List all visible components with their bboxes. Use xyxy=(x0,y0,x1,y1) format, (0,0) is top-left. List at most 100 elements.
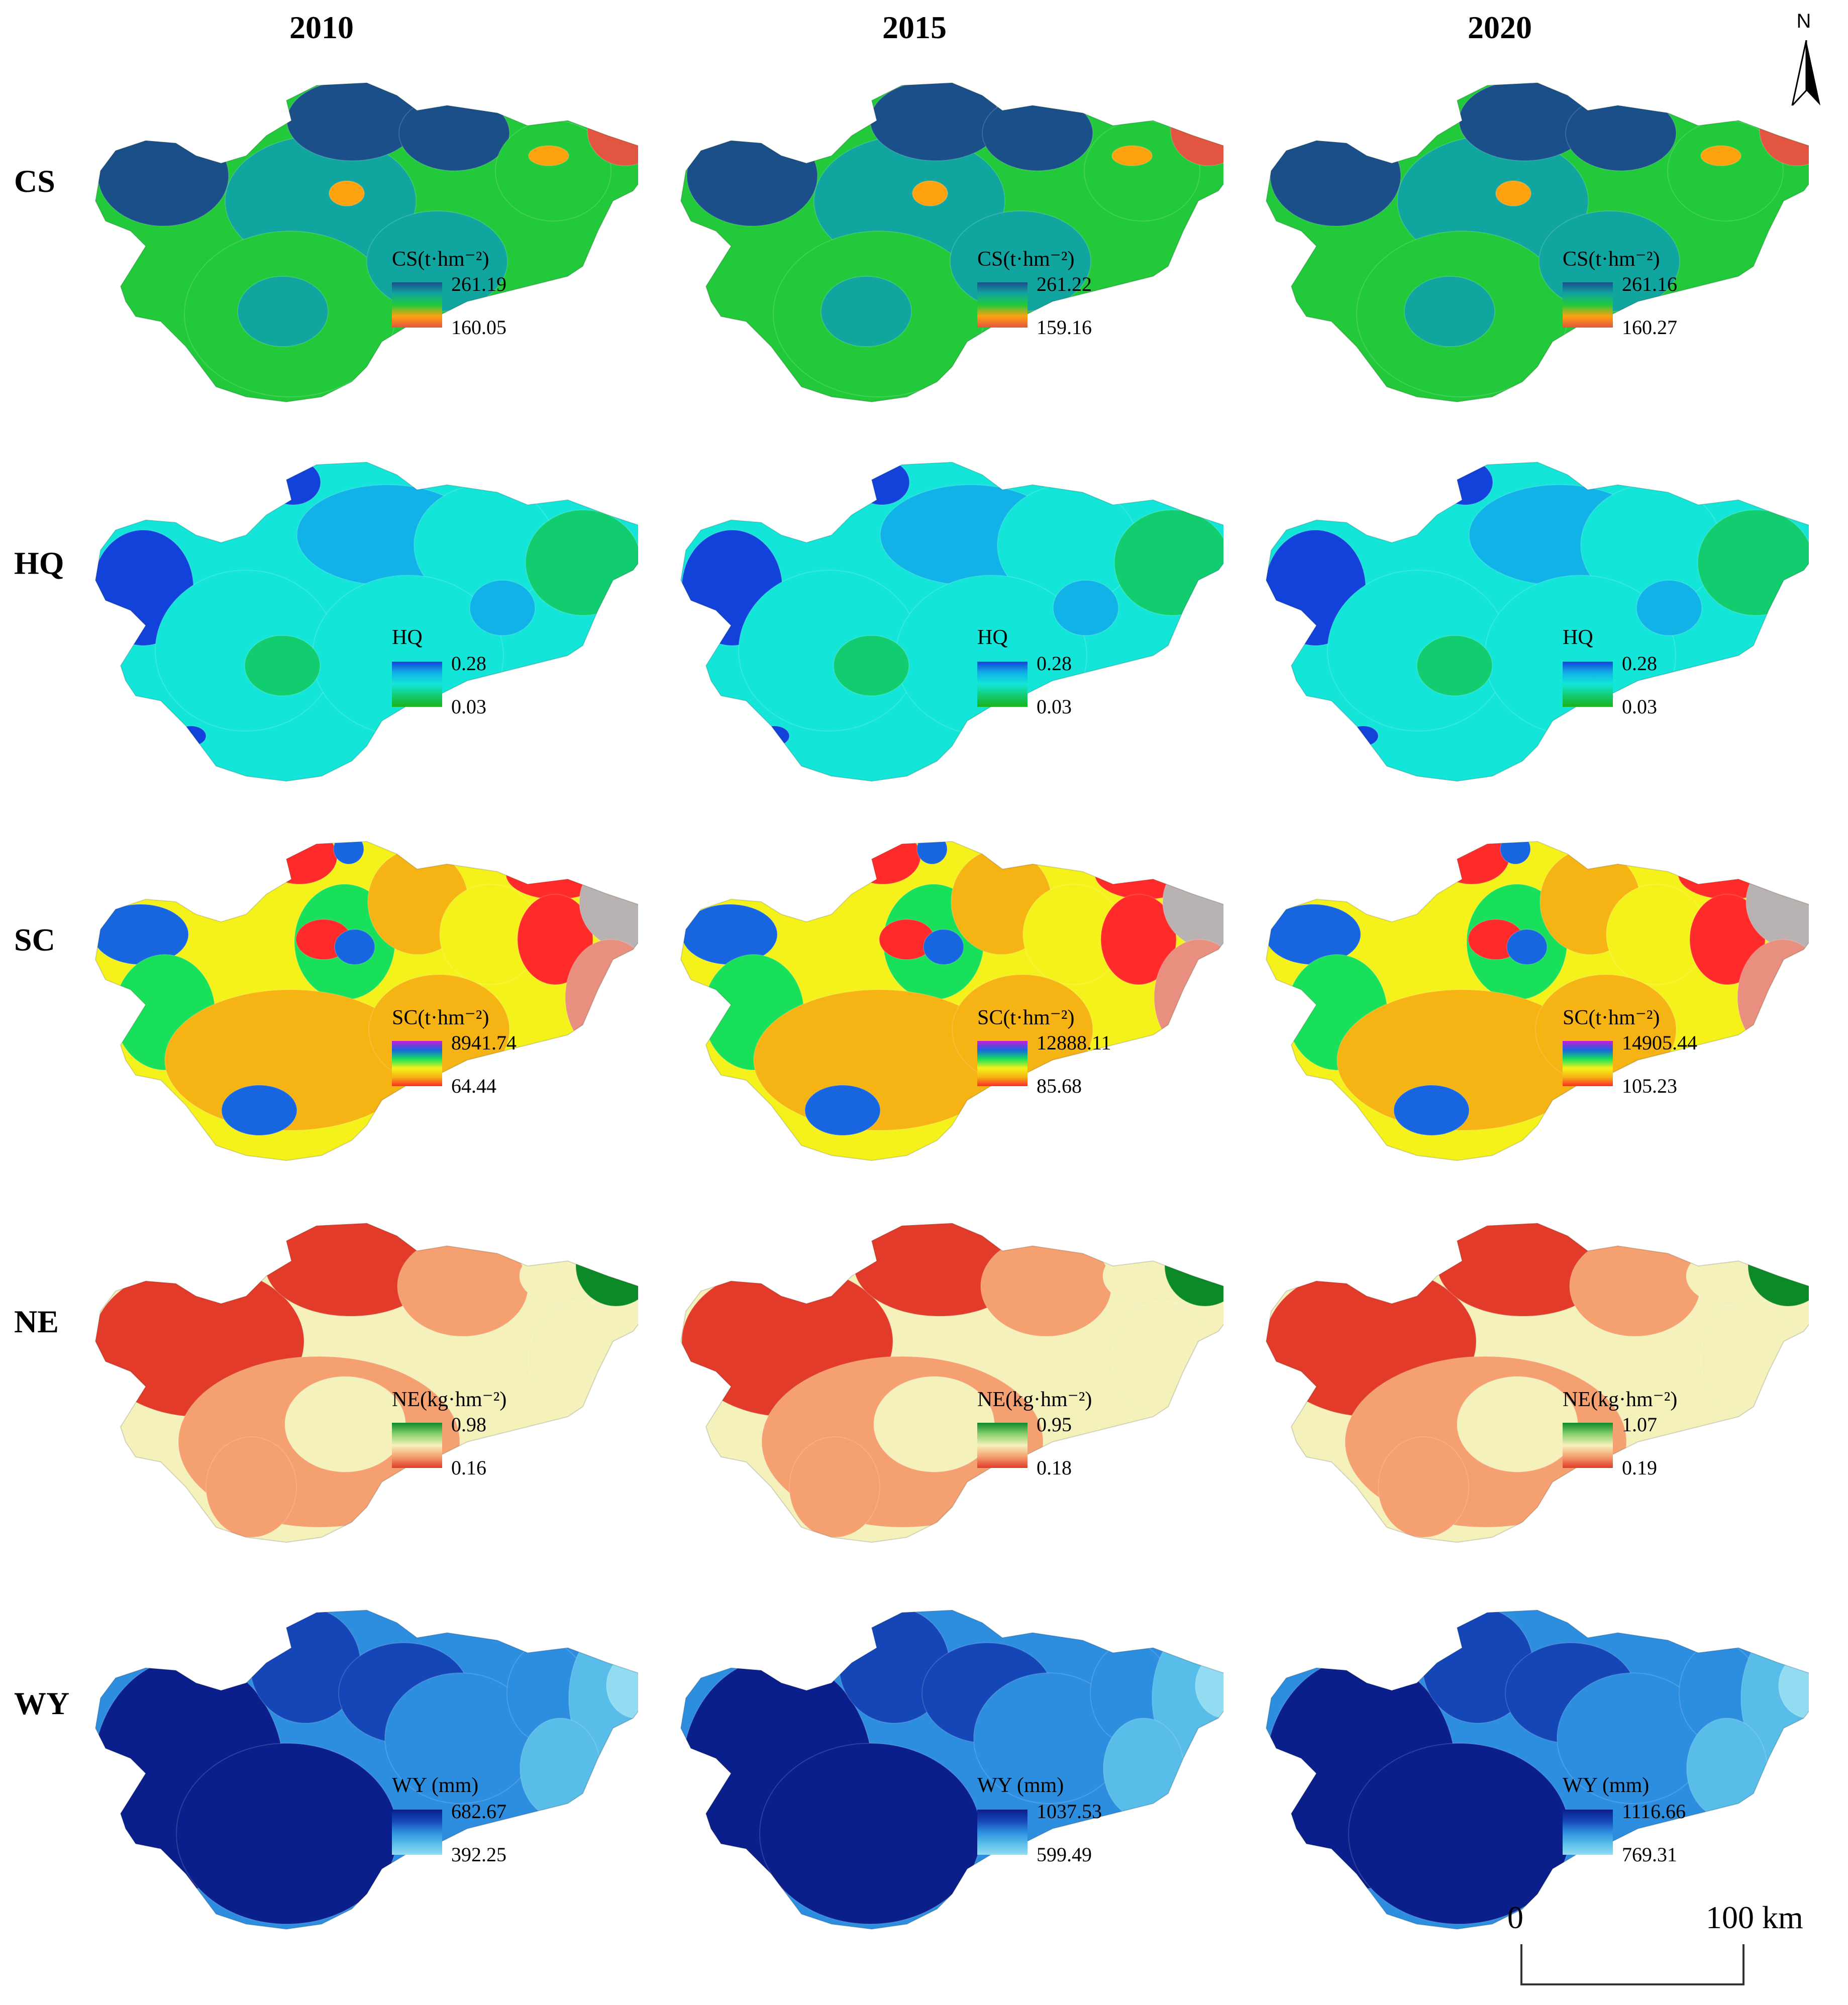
map-subregion xyxy=(1100,894,1177,985)
legend-max-value: 261.16 xyxy=(1622,273,1677,295)
map-subregion xyxy=(469,580,536,636)
choropleth-map xyxy=(94,1609,638,1930)
map-subregion xyxy=(804,1085,881,1136)
legend-color-ramp xyxy=(977,1810,1028,1855)
legend-color-ramp xyxy=(977,1041,1028,1086)
row-title-hq: HQ xyxy=(14,545,64,581)
map-panel-cs-2015: CS(t·hm⁻²) 261.22 159.16 xyxy=(671,65,1223,417)
region-outline xyxy=(1265,461,1809,782)
map-panel-hq-2015: HQ 0.28 0.03 xyxy=(671,445,1223,796)
map-subregion xyxy=(517,894,593,985)
legend-title: NE(kg·hm⁻²) xyxy=(977,1388,1092,1411)
legend-min-value: 599.49 xyxy=(1037,1843,1092,1866)
legend-max-value: 8941.74 xyxy=(451,1031,517,1054)
legend-ne-2015: NE(kg·hm⁻²) 0.95 0.18 xyxy=(977,1387,1178,1507)
legend-color-ramp xyxy=(392,662,442,707)
choropleth-map xyxy=(1265,1222,1809,1543)
legend-title: HQ xyxy=(977,626,1008,649)
legend-color-ramp xyxy=(392,1810,442,1855)
map-subregion xyxy=(759,1743,981,1925)
legend-ne-2010: NE(kg·hm⁻²) 0.98 0.16 xyxy=(392,1387,593,1507)
scale-bar: 0 100 km xyxy=(1507,1899,1839,1994)
legend-sc-2015: SC(t·hm⁻²) 12888.11 85.68 xyxy=(977,1005,1178,1125)
legend-color-ramp xyxy=(1563,662,1613,707)
map-panel-ne-2010: NE(kg·hm⁻²) 0.98 0.16 xyxy=(85,1206,638,1557)
column-title-2010: 2010 xyxy=(289,10,354,45)
map-panel-sc-2015: SC(t·hm⁻²) 12888.11 85.68 xyxy=(671,824,1223,1176)
map-subregion xyxy=(175,725,207,747)
region-outline xyxy=(94,840,638,1162)
legend-max-value: 1037.53 xyxy=(1037,1800,1102,1823)
map-subregion xyxy=(528,145,569,166)
choropleth-map xyxy=(680,1609,1223,1930)
region-outline xyxy=(680,840,1223,1162)
legend-max-value: 0.28 xyxy=(1622,652,1657,675)
legend-title: CS(t·hm⁻²) xyxy=(1563,248,1660,271)
legend-title: WY (mm) xyxy=(1563,1774,1650,1797)
map-subregion xyxy=(820,276,912,347)
map-subregion xyxy=(1457,1376,1578,1472)
choropleth-map xyxy=(1265,1609,1809,1930)
map-subregion xyxy=(1500,841,1531,865)
map-subregion xyxy=(1700,145,1741,166)
legend-title: HQ xyxy=(1563,626,1593,649)
region-outline xyxy=(680,1222,1223,1543)
choropleth-map xyxy=(680,1222,1223,1543)
north-arrow-icon xyxy=(1791,40,1820,105)
legend-sc-2020: SC(t·hm⁻²) 14905.44 105.23 xyxy=(1563,1005,1764,1125)
legend-hq-2010: HQ 0.28 0.03 xyxy=(392,625,593,746)
legend-max-value: 682.67 xyxy=(451,1800,506,1823)
column-title-2015: 2015 xyxy=(882,10,947,45)
region-outline xyxy=(94,1609,638,1930)
legend-min-value: 160.27 xyxy=(1622,316,1677,339)
legend-max-value: 12888.11 xyxy=(1037,1031,1111,1054)
legend-wy-2020: WY (mm) 1116.66 769.31 xyxy=(1563,1773,1764,1894)
legend-color-ramp xyxy=(977,662,1028,707)
legend-min-value: 85.68 xyxy=(1037,1075,1082,1097)
scale-start-label: 0 xyxy=(1507,1900,1523,1935)
map-subregion xyxy=(912,180,948,206)
legend-ne-2020: NE(kg·hm⁻²) 1.07 0.19 xyxy=(1563,1387,1764,1507)
map-subregion xyxy=(244,635,321,696)
map-subregion xyxy=(1114,509,1223,616)
column-title-2020: 2020 xyxy=(1468,10,1532,45)
map-subregion xyxy=(759,725,790,747)
map-subregion xyxy=(1393,1085,1470,1136)
map-subregion xyxy=(284,1376,406,1472)
map-subregion xyxy=(1111,145,1153,166)
legend-wy-2010: WY (mm) 682.67 392.25 xyxy=(392,1773,593,1894)
legend-min-value: 0.03 xyxy=(451,695,486,718)
region-outline xyxy=(680,461,1223,782)
row-title-sc: SC xyxy=(14,922,55,958)
map-subregion xyxy=(1348,725,1379,747)
legend-color-ramp xyxy=(392,1041,442,1086)
row-title-cs: CS xyxy=(14,163,55,199)
legend-title: CS(t·hm⁻²) xyxy=(392,248,489,271)
choropleth-map xyxy=(1265,461,1809,782)
region-outline xyxy=(1265,82,1809,403)
map-subregion xyxy=(980,1235,1112,1337)
legend-max-value: 1.07 xyxy=(1622,1413,1657,1436)
choropleth-map xyxy=(1265,840,1809,1162)
legend-min-value: 0.16 xyxy=(451,1456,486,1479)
map-subregion xyxy=(237,276,329,347)
map-subregion xyxy=(1689,894,1766,985)
map-subregion xyxy=(686,125,818,227)
map-panel-ne-2020: NE(kg·hm⁻²) 1.07 0.19 xyxy=(1256,1206,1809,1557)
region-outline xyxy=(1265,1222,1809,1543)
legend-title: WY (mm) xyxy=(977,1774,1064,1797)
legend-max-value: 1116.66 xyxy=(1622,1800,1686,1823)
legend-min-value: 0.19 xyxy=(1622,1456,1657,1479)
region-outline xyxy=(94,82,638,403)
map-subregion xyxy=(854,462,910,505)
map-panel-ne-2015: NE(kg·hm⁻²) 0.95 0.18 xyxy=(671,1206,1223,1557)
choropleth-map xyxy=(680,840,1223,1162)
choropleth-map xyxy=(94,461,638,782)
map-subregion xyxy=(1506,929,1548,965)
legend-min-value: 0.18 xyxy=(1037,1456,1072,1479)
map-subregion xyxy=(833,635,909,696)
legend-hq-2015: HQ 0.28 0.03 xyxy=(977,625,1178,746)
region-outline xyxy=(1265,1609,1809,1930)
legend-min-value: 392.25 xyxy=(451,1843,506,1866)
map-subregion xyxy=(1348,1743,1570,1925)
